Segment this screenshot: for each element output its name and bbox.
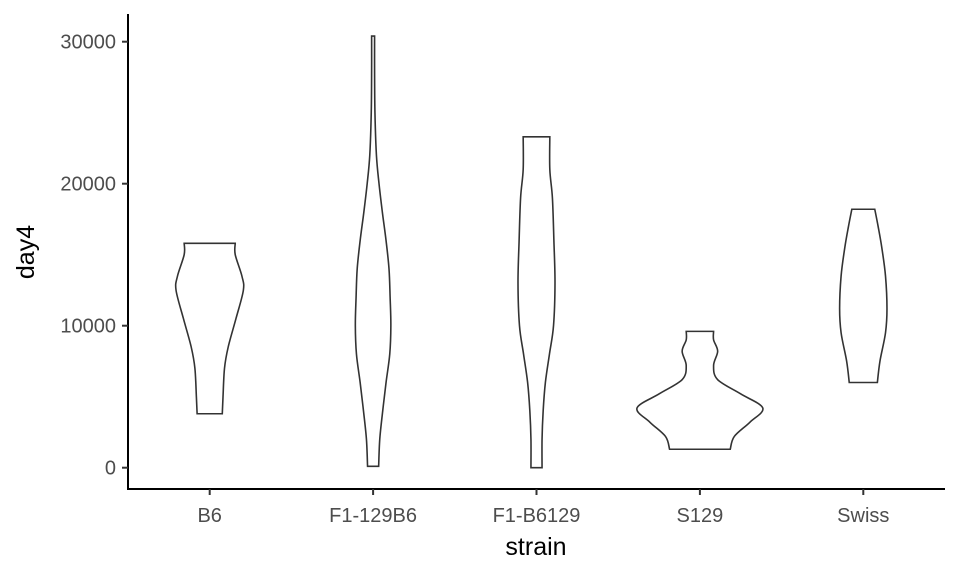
x-tick-label: F1-129B6 xyxy=(329,505,417,527)
y-tick-label: 10000 xyxy=(60,316,116,338)
violin-b6 xyxy=(174,242,245,415)
violins xyxy=(174,35,888,469)
x-tick-label: B6 xyxy=(197,505,221,527)
x-tick-label: S129 xyxy=(677,505,724,527)
x-axis-title: strain xyxy=(505,533,566,561)
x-tick-label: F1-B6129 xyxy=(493,505,581,527)
y-axis-title: day4 xyxy=(12,225,40,279)
y-tick-label: 20000 xyxy=(60,174,116,196)
y-tick-label: 0 xyxy=(105,458,116,480)
y-tick-label: 30000 xyxy=(60,32,116,54)
violin-swiss xyxy=(838,208,888,384)
violin-f1-b6129 xyxy=(517,136,556,469)
y-axis-ticks: 0 10000 20000 30000 xyxy=(60,32,128,480)
x-tick-label: Swiss xyxy=(837,505,889,527)
x-axis-ticks: B6 F1-129B6 F1-B6129 S129 Swiss xyxy=(197,489,889,527)
violin-f1-129b6 xyxy=(354,35,392,468)
violin-s129 xyxy=(636,330,764,451)
